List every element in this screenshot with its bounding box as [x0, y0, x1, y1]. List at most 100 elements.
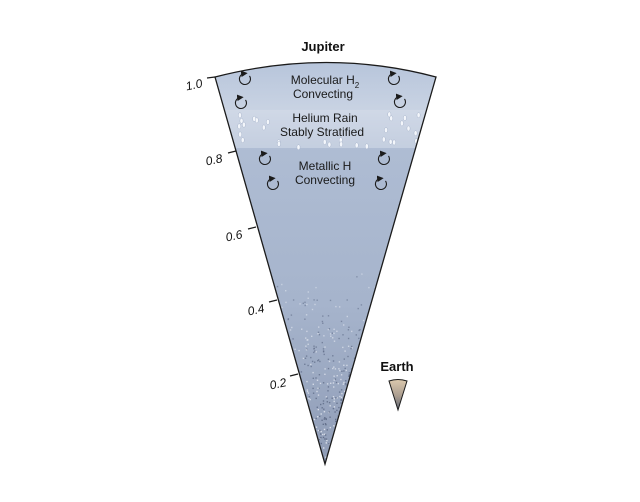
speckle-dot	[351, 347, 353, 349]
speckle-dot	[347, 337, 350, 340]
speckle-dot	[332, 337, 334, 339]
speckle-dot	[329, 405, 331, 407]
tick-label-0-2: 0.2	[268, 375, 288, 392]
speckle-dot	[323, 447, 325, 449]
speckle-dot	[339, 306, 341, 308]
speckle-dot	[344, 390, 346, 392]
speckle-dot	[325, 442, 327, 444]
speckle-dot	[324, 438, 326, 440]
rain-drop	[238, 112, 242, 119]
speckle-dot	[328, 411, 330, 413]
convection-arrow-icon	[387, 70, 400, 86]
rain-drop	[261, 124, 266, 131]
speckle-dot	[338, 391, 341, 393]
speckle-dot	[330, 335, 332, 337]
earth-inset: Earth	[380, 359, 414, 412]
speckle-dot	[343, 370, 345, 372]
speckle-dot	[332, 355, 334, 357]
speckle-dot	[337, 382, 339, 385]
speckle-dot	[333, 340, 336, 342]
speckle-dot	[336, 402, 338, 404]
speckle-dot	[306, 330, 308, 333]
speckle-dot	[327, 328, 330, 331]
speckle-dot	[320, 430, 322, 433]
speckle-dot	[325, 418, 327, 421]
speckle-dot	[320, 403, 322, 406]
speckle-dot	[307, 291, 309, 293]
layer-label-molecular: Molecular H2 Convecting	[291, 73, 360, 101]
speckle-dot	[306, 380, 308, 383]
speckle-dot	[329, 333, 332, 335]
speckle-dot	[329, 416, 331, 418]
speckle-dot	[325, 438, 328, 440]
rain-drop	[296, 144, 301, 150]
rain-drop	[242, 121, 246, 128]
speckle-dot	[317, 331, 320, 333]
rain-drop	[384, 127, 388, 133]
speckle-dot	[314, 303, 316, 306]
speckle-dot	[318, 326, 320, 328]
speckle-dot	[336, 409, 338, 412]
speckle-dot	[289, 329, 292, 331]
convection-arrow-icon	[266, 175, 279, 191]
speckle-dot	[324, 368, 326, 370]
rain-drop	[388, 138, 393, 145]
speckle-dot	[301, 328, 303, 330]
rain-drop	[413, 130, 418, 136]
speckle-dot	[319, 429, 321, 432]
speckle-dot	[308, 396, 311, 398]
layer-label-helium-rain: Helium Rain Stably Stratified	[280, 111, 364, 139]
speckle-dot	[328, 443, 330, 445]
speckle-dot	[340, 320, 343, 323]
speckle-dot	[285, 301, 287, 304]
tick-mark-0-2	[289, 373, 299, 377]
speckle-dot	[322, 436, 325, 439]
speckle-dot	[304, 318, 306, 320]
speckle-dot	[345, 384, 347, 386]
wedge-outline	[214, 61, 437, 467]
speckle-dot	[287, 318, 289, 321]
rain-drop	[381, 136, 386, 143]
speckle-dot	[338, 406, 340, 409]
tick-mark-0-8	[227, 150, 237, 154]
speckle-dot	[315, 397, 317, 400]
speckle-dot	[368, 286, 370, 289]
speckle-dot	[311, 335, 313, 337]
speckle-dot	[312, 371, 314, 374]
speckle-dot	[314, 350, 316, 352]
speckle-dot	[302, 302, 304, 304]
speckle-dot	[336, 375, 338, 377]
speckle-dot	[324, 373, 326, 375]
speckle-dot	[307, 339, 309, 341]
speckle-dot	[309, 398, 311, 401]
rain-drop	[406, 125, 411, 132]
speckle-dot	[338, 361, 341, 363]
rain-drop	[354, 142, 359, 149]
tick-label-0-8: 0.8	[204, 151, 224, 168]
speckle-dot	[332, 407, 335, 410]
speckle-dot	[315, 417, 317, 420]
speckle-dot	[332, 396, 335, 398]
speckle-dot	[318, 438, 321, 441]
rain-drop	[237, 123, 241, 130]
speckle-dot	[350, 347, 352, 350]
speckle-dot	[351, 330, 353, 333]
speckle-dot	[310, 365, 312, 368]
speckle-dot	[334, 368, 337, 370]
speckle-dot	[361, 273, 363, 275]
speckle-dot	[333, 366, 335, 368]
speckle-dot	[345, 382, 347, 385]
rain-drop	[416, 112, 421, 118]
speckle-dot	[319, 360, 321, 363]
speckle-dot	[347, 329, 350, 331]
speckle-dot	[348, 375, 350, 377]
speckle-dot	[276, 285, 279, 288]
convection-arrows	[234, 70, 406, 191]
speckle-dot	[317, 394, 320, 396]
speckle-dot	[307, 364, 309, 367]
speckle-dot	[307, 297, 309, 299]
speckle-dot	[310, 363, 312, 366]
speckle-dot	[326, 397, 328, 399]
speckle-dot	[311, 308, 314, 311]
speckle-dot	[346, 299, 348, 301]
